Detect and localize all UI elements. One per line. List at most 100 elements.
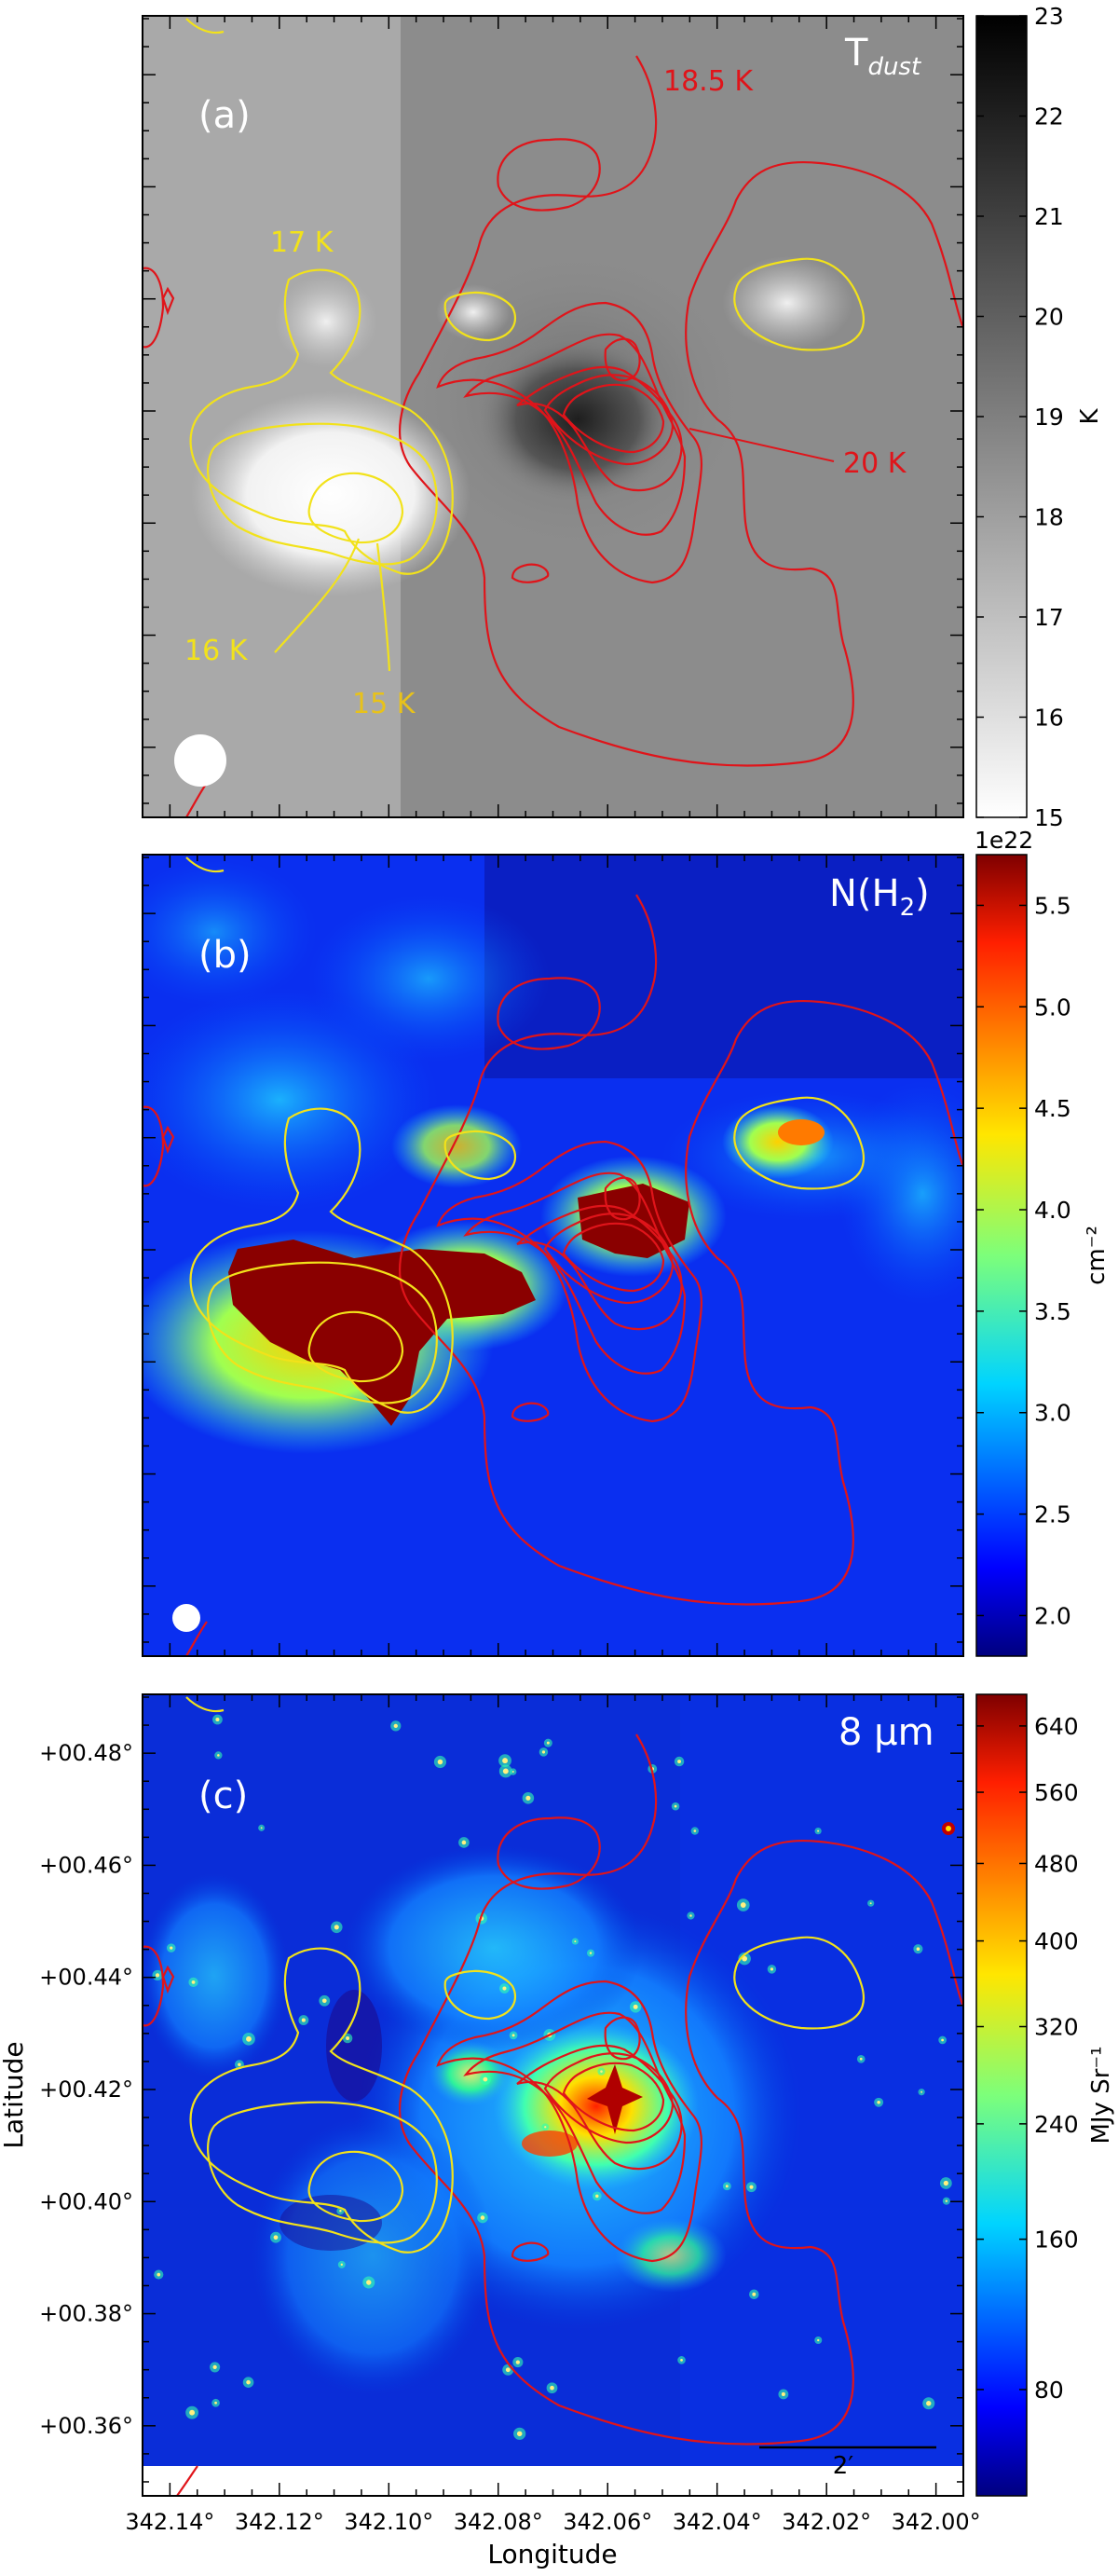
panel-b: (b) N(H2) xyxy=(142,854,964,1657)
contour-label-18-5k: 18.5 K xyxy=(663,65,754,98)
colorbar-tick-label: 2.0 xyxy=(1034,1602,1071,1629)
star-core xyxy=(595,2194,599,2199)
star-core xyxy=(155,1973,160,1978)
panel-c-map: 2′ (c) 8 μm xyxy=(143,1694,963,2496)
star-core xyxy=(334,1925,339,1930)
star-core xyxy=(725,2185,729,2188)
frame-ticks-b xyxy=(143,855,963,1656)
colorbar-tick-label: 160 xyxy=(1034,2227,1079,2254)
star-core xyxy=(752,2292,757,2296)
contours-a-yellow xyxy=(185,18,865,672)
star-core xyxy=(926,2401,932,2406)
star-core xyxy=(916,1947,920,1952)
x-tick-label: 342.00° xyxy=(892,2509,981,2535)
colorbar-tick-label: 400 xyxy=(1034,1928,1079,1955)
star-core xyxy=(246,2035,252,2042)
map-c-core-emission xyxy=(494,2022,699,2190)
star-core xyxy=(157,2272,161,2277)
beam-marker-b xyxy=(172,1604,200,1632)
y-tick-label: +00.42° xyxy=(39,2076,133,2103)
star-core xyxy=(941,2038,945,2042)
star-core xyxy=(680,2358,683,2362)
colorbar-tick-label: 5.5 xyxy=(1034,892,1071,919)
star-core xyxy=(170,1946,173,1950)
map-label-c: 8 μm xyxy=(838,1711,934,1754)
star-core xyxy=(212,2364,217,2370)
star-core xyxy=(502,1986,507,1991)
map-a-cold-north xyxy=(275,275,377,368)
panel-a-map: (a) Tdust 18.5 K 20 K 17 K 16 K 15 K xyxy=(143,16,963,817)
map-label-b: N(H2) xyxy=(829,872,930,922)
star-core xyxy=(677,1760,682,1763)
map-b-dense-ridge xyxy=(228,1240,536,1426)
frame-ticks-a xyxy=(143,16,963,817)
contour-c-edge xyxy=(176,2465,198,2496)
colorbar-c-label: MJy Sr⁻¹ xyxy=(1087,2046,1115,2144)
map-c-knot-3 xyxy=(522,2131,578,2157)
star-core xyxy=(589,1952,593,1954)
pointer-20k xyxy=(689,428,835,462)
contours-b-red xyxy=(143,894,963,1656)
panel-b-contours xyxy=(143,856,963,1656)
colorbar-c-gradient xyxy=(975,1693,1028,2497)
x-tick-label: 342.14° xyxy=(125,2509,214,2535)
colorbar-tick-label: 640 xyxy=(1034,1713,1079,1740)
colorbar-tick-label: 17 xyxy=(1034,604,1064,631)
star-core xyxy=(340,2263,343,2267)
colorbar-tick-label: 3.5 xyxy=(1034,1298,1071,1325)
x-tick-label: 342.08° xyxy=(454,2509,543,2535)
star-core xyxy=(817,2338,820,2342)
colorbar-tick-label: 19 xyxy=(1034,404,1064,431)
contour-label-16k: 16 K xyxy=(184,635,249,667)
x-axis-label: Longitude xyxy=(487,2539,617,2569)
star-core xyxy=(461,1840,467,1845)
colorbar-tick-label: 15 xyxy=(1034,804,1064,831)
star-core xyxy=(877,2101,880,2104)
colorbar-b-exponent: 1e22 xyxy=(975,827,1033,854)
star-core xyxy=(544,2126,547,2129)
star-core xyxy=(366,2280,372,2285)
colorbar-tick-label: 21 xyxy=(1034,203,1064,230)
star-core xyxy=(742,1955,748,1962)
star-core xyxy=(781,2391,785,2397)
bright-star-core xyxy=(946,1826,951,1831)
map-c-bubble-west xyxy=(252,2116,494,2395)
contour-label-20k: 20 K xyxy=(843,447,907,480)
map-c-bright-source xyxy=(587,2064,643,2134)
map-b-diffuse-2 xyxy=(307,895,550,1062)
star-core xyxy=(502,1758,509,1764)
colorbar-tick-label: 240 xyxy=(1034,2111,1079,2138)
colorbar-tick-label: 18 xyxy=(1034,504,1064,531)
map-c-dark-cloud xyxy=(280,2195,382,2251)
colorbar-b-ticks: 2.0 2.5 3.0 3.5 4.0 4.5 5.0 5.5 xyxy=(976,892,1071,1629)
colorbar-c-ticks: 80 160 240 320 400 480 560 640 xyxy=(976,1713,1079,2404)
star-core xyxy=(346,2036,350,2040)
contours-c-red xyxy=(143,1733,963,2446)
star-core xyxy=(301,2018,306,2022)
x-tick-label: 342.12° xyxy=(235,2509,324,2535)
star-core xyxy=(541,1750,546,1754)
colorbar-tick-label: 23 xyxy=(1034,3,1064,30)
colorbar-tick-label: 16 xyxy=(1034,705,1064,732)
star-core xyxy=(189,2409,196,2416)
field-stars xyxy=(152,1714,955,2440)
colorbar-tick-label: 2.5 xyxy=(1034,1501,1071,1528)
panel-a: (a) Tdust 18.5 K 20 K 17 K 16 K 15 K xyxy=(142,15,964,818)
colorbar-c: 80 160 240 320 400 480 560 640 MJy Sr⁻¹ xyxy=(975,1693,1115,2497)
star-core xyxy=(511,2034,515,2037)
colorbar-tick-label: 5.0 xyxy=(1034,993,1071,1021)
star-core xyxy=(516,2431,523,2437)
colorbar-b-gradient xyxy=(975,854,1028,1657)
colorbar-tick-label: 320 xyxy=(1034,2014,1079,2041)
panel-label-b: (b) xyxy=(198,934,252,977)
map-b-north-glow xyxy=(391,1104,522,1188)
map-a-hot-core xyxy=(475,336,680,503)
colorbar-a-gradient xyxy=(975,15,1028,818)
contours-c-yellow xyxy=(185,1696,865,2254)
y-tick-label: +00.48° xyxy=(39,1740,133,1766)
colorbar-b-label: cm⁻² xyxy=(1083,1226,1111,1285)
map-c-dark-lane xyxy=(326,1990,382,2102)
star-core xyxy=(515,2360,520,2364)
star-core xyxy=(217,1754,220,1757)
star-core xyxy=(869,1902,872,1905)
